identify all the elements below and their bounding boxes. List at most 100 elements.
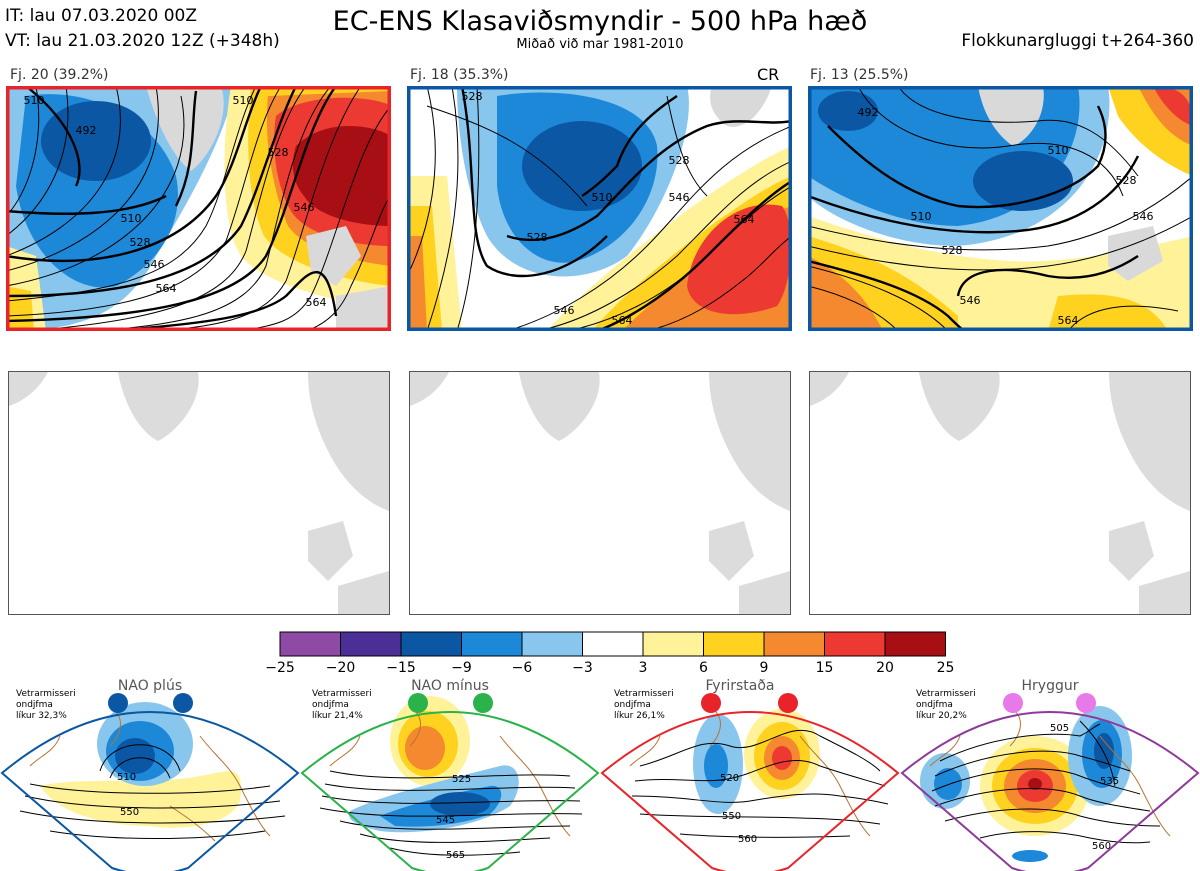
colorbar-segment — [279, 631, 341, 657]
regime-marker-dot — [473, 693, 493, 713]
contour-label: 528 — [942, 244, 963, 257]
regime-blocking: 520 550 560 Fyrirstaða Vetrarmisseri ond… — [600, 678, 900, 871]
cluster-label-3: Fj. 13 (25.5%) — [810, 67, 909, 83]
classification-window: Flokkunargluggi t+264-360 — [961, 31, 1194, 51]
colorbar-tick-label: −20 — [326, 660, 356, 676]
colorbar-tick-label: −15 — [386, 660, 416, 676]
colorbar-tick-label: 9 — [760, 660, 769, 676]
contour-label: 510 — [233, 94, 254, 107]
colorbar-tick-label: −25 — [265, 660, 295, 676]
colorbar-tick-label: −6 — [512, 660, 533, 676]
anomaly-colorbar: −25 −20 −15 −9 −6 −3 3 6 9 15 20 25 — [265, 631, 955, 676]
contour-label: 528 — [462, 90, 483, 103]
contour-label: 564 — [1058, 314, 1079, 327]
valid-time: VT: lau 21.03.2020 12Z (+348h) — [5, 31, 280, 51]
contour-label: 528 — [268, 146, 289, 159]
colorbar-tick-label: −3 — [572, 660, 593, 676]
regime-probability: líkur 26,1% — [614, 711, 665, 721]
regime-row: 510 550 NAO plús Vetrarmisseri ondjfma l… — [0, 678, 1200, 871]
colorbar-segment — [340, 631, 402, 657]
contour-label: 546 — [144, 258, 165, 271]
regime-ridge: 505 535 560 Hryggur Vetrarmisseri ondjfm… — [900, 678, 1200, 871]
contour-label: 564 — [612, 314, 633, 327]
colorbar-tick-label: 20 — [876, 660, 894, 676]
contour-label: 510 — [911, 210, 932, 223]
blank-map-3 — [809, 371, 1191, 615]
blank-map-1 — [8, 371, 390, 615]
cluster-label-2: Fj. 18 (35.3%) — [410, 67, 509, 83]
cluster-map-1: 510 492 510 528 546 564 564 528 546 510 — [6, 86, 391, 331]
regime-ridge-border — [900, 711, 1200, 871]
cluster-map-1-border — [6, 86, 391, 331]
colorbar-segment — [582, 631, 644, 657]
initial-time: IT: lau 07.03.2020 00Z — [5, 6, 197, 26]
regime-marker-dot — [778, 693, 798, 713]
cluster-map-3: 492 510 528 510 546 528 546 564 — [808, 86, 1193, 331]
regime-name: NAO mínus — [411, 678, 489, 694]
colorbar-segment — [763, 631, 825, 657]
regime-blocking-border — [600, 711, 900, 871]
regime-contour-label: 520 — [720, 773, 739, 784]
regime-name: NAO plús — [118, 678, 182, 694]
regime-probability: líkur 21,4% — [312, 711, 363, 721]
contour-label: 510 — [24, 94, 45, 107]
cluster-map-2-border — [407, 86, 792, 331]
contour-label: 510 — [592, 191, 613, 204]
regime-contour-label: 510 — [117, 772, 136, 783]
regime-name: Fyrirstaða — [706, 678, 775, 694]
regime-probability: líkur 20,2% — [916, 711, 967, 721]
colorbar-segment — [703, 631, 765, 657]
contour-label: 546 — [554, 304, 575, 317]
regime-contour-label: 550 — [120, 807, 139, 818]
contour-label: 528 — [527, 231, 548, 244]
contour-label: 564 — [156, 282, 177, 295]
cluster-map-2: 528 510 528 546 564 546 564 528 — [407, 86, 792, 331]
contour-label: 492 — [858, 106, 879, 119]
colorbar-segment — [642, 631, 704, 657]
blank-map-2 — [409, 371, 791, 615]
contour-label: 528 — [1116, 174, 1137, 187]
regime-caption: ondjfma — [312, 700, 349, 710]
contour-label: 510 — [1048, 144, 1069, 157]
regime-marker-dot — [173, 693, 193, 713]
regime-probability: líkur 32,3% — [16, 711, 67, 721]
contour-label: 546 — [669, 191, 690, 204]
regime-caption: ondjfma — [614, 700, 651, 710]
regime-contour-label: 505 — [1050, 723, 1069, 734]
cluster-tag-cr: CR — [757, 65, 780, 84]
regime-marker-dot — [1076, 693, 1096, 713]
regime-contour-label: 545 — [436, 815, 455, 826]
regime-name: Hryggur — [1022, 678, 1079, 694]
contour-label: 546 — [960, 294, 981, 307]
regime-caption: Vetrarmisseri — [916, 689, 976, 699]
colorbar-tick-label: 15 — [816, 660, 834, 676]
colorbar-segment — [521, 631, 583, 657]
colorbar-segment — [461, 631, 523, 657]
regime-nao-minus-border — [300, 711, 600, 871]
colorbar-tick-label: 25 — [937, 660, 955, 676]
regime-caption: Vetrarmisseri — [312, 689, 372, 699]
regime-contour-label: 560 — [1092, 841, 1111, 852]
contour-label: 564 — [306, 296, 327, 309]
colorbar-tick-label: 6 — [699, 660, 708, 676]
regime-marker-dot — [408, 693, 428, 713]
regime-contour-label: 560 — [738, 834, 757, 845]
regime-contour-label: 535 — [1100, 776, 1119, 787]
contour-label: 528 — [130, 236, 151, 249]
regime-marker-dot — [108, 693, 128, 713]
contour-label: 528 — [669, 154, 690, 167]
cluster-label-1: Fj. 20 (39.2%) — [10, 67, 109, 83]
regime-marker-dot — [701, 693, 721, 713]
contour-label: 564 — [734, 213, 755, 226]
page-subtitle: Miðað við mar 1981-2010 — [516, 37, 684, 52]
colorbar-segment — [824, 631, 886, 657]
colorbar-segment — [400, 631, 462, 657]
contour-label: 546 — [294, 201, 315, 214]
contour-label: 546 — [1133, 210, 1154, 223]
regime-contour-label: 525 — [452, 774, 471, 785]
regime-contour-label: 550 — [722, 811, 741, 822]
cluster-map-3-border — [808, 86, 1193, 331]
contour-label: 492 — [76, 124, 97, 137]
colorbar-segment — [884, 631, 946, 657]
page-title: EC-ENS Klasaviðsmyndir - 500 hPa hæð — [332, 6, 868, 37]
